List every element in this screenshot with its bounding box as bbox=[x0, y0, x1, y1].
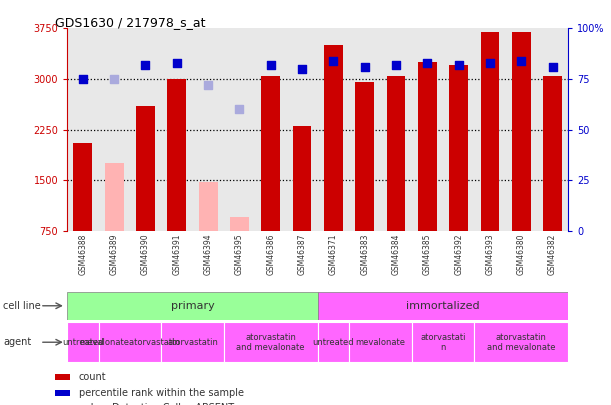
Point bbox=[141, 62, 150, 68]
Text: count: count bbox=[78, 372, 106, 382]
Text: GDS1630 / 217978_s_at: GDS1630 / 217978_s_at bbox=[55, 16, 205, 29]
Point bbox=[203, 82, 213, 88]
Text: cell line: cell line bbox=[3, 301, 41, 311]
Text: untreated: untreated bbox=[313, 338, 354, 347]
Text: mevalonateatorvastatin: mevalonateatorvastatin bbox=[79, 338, 180, 347]
Point bbox=[235, 106, 244, 113]
Bar bbox=[480, 32, 499, 231]
Bar bbox=[387, 76, 406, 231]
Bar bbox=[136, 106, 155, 231]
Point bbox=[172, 60, 181, 66]
Point bbox=[78, 76, 88, 82]
Bar bbox=[262, 76, 280, 231]
Point bbox=[297, 66, 307, 72]
Point bbox=[547, 64, 557, 70]
Bar bbox=[167, 79, 186, 231]
Point bbox=[266, 62, 276, 68]
Text: primary: primary bbox=[170, 301, 214, 311]
Point bbox=[360, 64, 370, 70]
Bar bbox=[349, 322, 412, 362]
Bar bbox=[512, 32, 530, 231]
Point bbox=[422, 60, 432, 66]
Text: immortalized: immortalized bbox=[406, 301, 480, 311]
Bar bbox=[55, 390, 70, 396]
Bar bbox=[318, 292, 568, 320]
Bar bbox=[543, 76, 562, 231]
Bar bbox=[73, 143, 92, 231]
Bar bbox=[224, 322, 318, 362]
Text: mevalonate: mevalonate bbox=[356, 338, 405, 347]
Bar bbox=[412, 322, 474, 362]
Point bbox=[329, 58, 338, 64]
Text: percentile rank within the sample: percentile rank within the sample bbox=[78, 388, 244, 398]
Text: value, Detection Call = ABSENT: value, Detection Call = ABSENT bbox=[78, 403, 233, 405]
Text: atorvastatin
and mevalonate: atorvastatin and mevalonate bbox=[236, 333, 305, 352]
Bar bbox=[199, 182, 218, 231]
Bar bbox=[293, 126, 312, 231]
Text: untreated: untreated bbox=[62, 338, 104, 347]
Text: agent: agent bbox=[3, 337, 31, 347]
Bar bbox=[105, 163, 123, 231]
Bar bbox=[67, 292, 318, 320]
Bar bbox=[418, 62, 437, 231]
Point bbox=[454, 62, 464, 68]
Bar bbox=[449, 66, 468, 231]
Bar bbox=[98, 322, 161, 362]
Bar bbox=[356, 82, 374, 231]
Text: atorvastatin
and mevalonate: atorvastatin and mevalonate bbox=[487, 333, 555, 352]
Bar bbox=[474, 322, 568, 362]
Bar bbox=[67, 322, 98, 362]
Point bbox=[109, 76, 119, 82]
Point bbox=[485, 60, 495, 66]
Bar bbox=[230, 217, 249, 231]
Bar bbox=[55, 374, 70, 380]
Bar bbox=[318, 322, 349, 362]
Bar bbox=[324, 45, 343, 231]
Text: atorvastatin: atorvastatin bbox=[167, 338, 218, 347]
Point bbox=[516, 58, 526, 64]
Text: atorvastati
n: atorvastati n bbox=[420, 333, 466, 352]
Point bbox=[391, 62, 401, 68]
Bar bbox=[161, 322, 224, 362]
